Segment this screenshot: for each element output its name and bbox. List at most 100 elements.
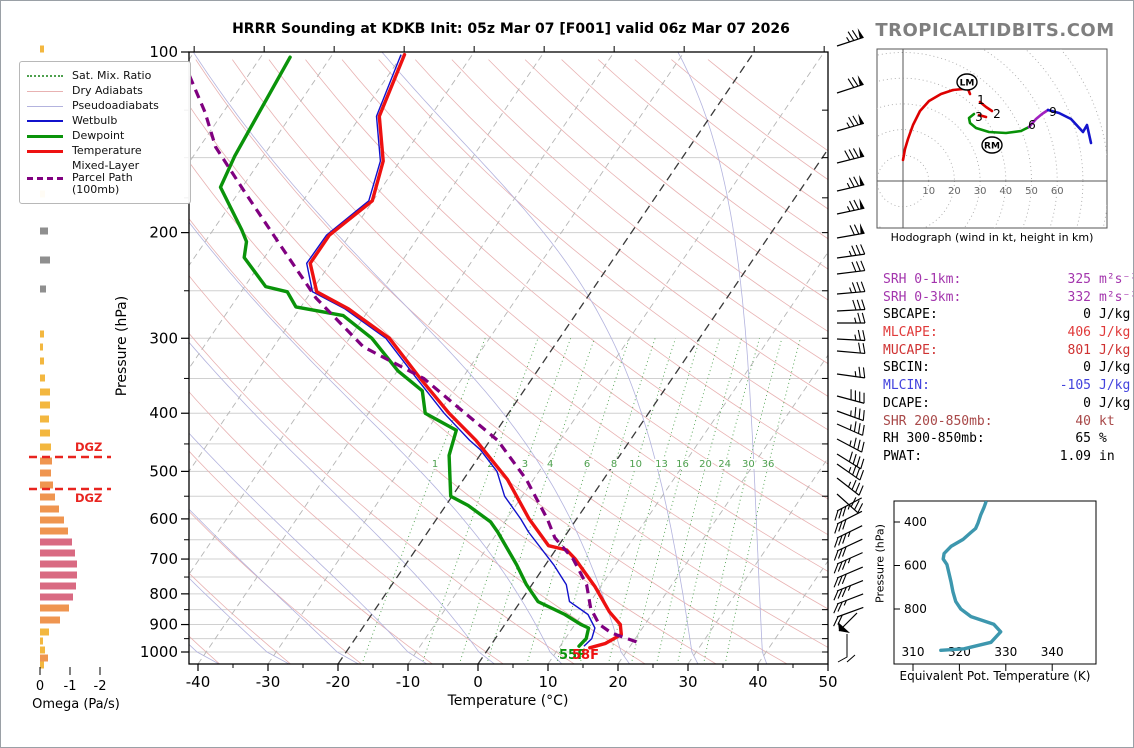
- stat-value: 0: [1083, 395, 1091, 411]
- stat-row-shr-200-850mb: SHR 200-850mb: 40 kt: [883, 413, 1133, 432]
- hodograph-caption: Hodograph (wind in kt, height in km): [890, 231, 1094, 244]
- stat-value: 1.09: [1059, 448, 1091, 464]
- stat-unit: J/kg: [1099, 307, 1131, 323]
- page-title: HRRR Sounding at KDKB Init: 05z Mar 07 […: [232, 21, 790, 37]
- svg-text:-40: -40: [186, 673, 211, 691]
- svg-text:50: 50: [1025, 186, 1038, 197]
- stat-row-mlcin: MLCIN: -105 J/kg: [883, 378, 1133, 396]
- svg-text:2: 2: [487, 459, 493, 470]
- svg-text:20: 20: [948, 186, 961, 197]
- svg-text:10: 10: [538, 673, 557, 691]
- svg-text:-20: -20: [326, 673, 351, 691]
- stat-label: SBCIN:: [883, 360, 930, 376]
- stat-unit: J/kg: [1099, 378, 1131, 394]
- svg-text:9: 9: [1049, 105, 1057, 119]
- svg-text:30: 30: [678, 673, 697, 691]
- svg-text:800: 800: [149, 585, 178, 603]
- legend-label: Dewpoint: [72, 129, 125, 142]
- stat-label: SHR 200-850mb:: [883, 413, 993, 429]
- svg-text:4: 4: [547, 459, 553, 470]
- theta-e-pressure-axis-label: Pressure (hPa): [873, 524, 887, 603]
- legend-label: Pseudoadiabats: [72, 99, 159, 112]
- svg-text:1: 1: [977, 93, 985, 107]
- svg-text:20: 20: [699, 459, 712, 470]
- stat-value: 0: [1083, 307, 1091, 323]
- svg-text:900: 900: [149, 616, 178, 634]
- legend-item-dryadiabat: Dry Adiabats: [27, 85, 183, 97]
- svg-text:-30: -30: [256, 673, 281, 691]
- svg-text:6: 6: [584, 459, 590, 470]
- stat-value: 325: [1067, 272, 1091, 287]
- svg-text:400: 400: [904, 515, 927, 529]
- svg-text:600: 600: [149, 510, 178, 528]
- legend-label: Sat. Mix. Ratio: [72, 69, 152, 82]
- surface-dewpoint-label: 55F: [559, 648, 586, 663]
- svg-text:300: 300: [149, 329, 178, 347]
- surface-temp-label: 58F: [572, 648, 599, 663]
- svg-text:1000: 1000: [140, 643, 178, 661]
- stat-row-mucape: MUCAPE: 801 J/kg: [883, 342, 1133, 361]
- stat-label: SBCAPE:: [883, 307, 938, 323]
- stat-unit: kt: [1099, 413, 1115, 429]
- svg-text:8: 8: [611, 459, 617, 470]
- wind-barbs: [833, 28, 866, 663]
- svg-text:6: 6: [1028, 118, 1036, 132]
- stat-label: DCAPE:: [883, 395, 930, 411]
- sounding-traces: [189, 52, 638, 650]
- svg-text:800: 800: [904, 602, 927, 616]
- legend-item-parcel: Mixed-Layer Parcel Path (100mb): [27, 160, 183, 196]
- stat-unit: J/kg: [1099, 360, 1131, 376]
- svg-text:0: 0: [36, 679, 44, 694]
- parcel-trace: [189, 70, 638, 644]
- wetbulb-line-sample: [27, 120, 63, 122]
- stat-value: 65: [1075, 431, 1091, 447]
- legend-item-temperature: Temperature: [27, 145, 183, 157]
- stat-unit: J/kg: [1099, 325, 1131, 341]
- svg-text:24: 24: [718, 459, 731, 470]
- legend-item-wetbulb: Wetbulb: [27, 115, 183, 127]
- svg-text:-10: -10: [396, 673, 421, 691]
- stat-row-rh-300-850mb: RH 300-850mb: 65%: [883, 431, 1133, 449]
- temperature-axis-label: Temperature (°C): [447, 693, 569, 709]
- stat-row-mlcape: MLCAPE: 406 J/kg: [883, 325, 1133, 343]
- svg-text:0: 0: [473, 673, 483, 691]
- stat-value: -105: [1059, 378, 1091, 394]
- stat-unit: in: [1099, 448, 1115, 464]
- site-logo: TROPICALTIDBITS.COM: [875, 20, 1115, 41]
- legend-item-pseudoadiabat: Pseudoadiabats: [27, 100, 183, 112]
- legend-item-dewpoint: Dewpoint: [27, 130, 183, 142]
- svg-text:50: 50: [818, 673, 837, 691]
- svg-text:20: 20: [608, 673, 627, 691]
- svg-text:10: 10: [629, 459, 642, 470]
- mixratio-line-sample: [27, 75, 63, 77]
- hodograph-panel: 10 20 30 40 50 60 123 69 LM RM: [876, 48, 1108, 229]
- svg-text:700: 700: [149, 550, 178, 568]
- svg-text:2: 2: [993, 107, 1001, 121]
- stat-row-sbcape: SBCAPE: 0 J/kg: [883, 307, 1133, 325]
- theta-e-curve: [939, 501, 1003, 652]
- stat-unit: m²s⁻²: [1099, 272, 1133, 287]
- legend-label: Mixed-Layer Parcel Path (100mb): [72, 159, 140, 196]
- temperature-line-sample: [27, 149, 63, 153]
- stat-value: 40: [1075, 413, 1091, 429]
- stat-unit: J/kg: [1099, 342, 1131, 358]
- dgz-label-upper: DGZ: [75, 440, 102, 454]
- svg-text:200: 200: [149, 224, 178, 242]
- stat-label: MUCAPE:: [883, 342, 938, 358]
- svg-text:36: 36: [762, 459, 775, 470]
- stat-row-sbcin: SBCIN: 0 J/kg: [883, 360, 1133, 378]
- svg-text:1: 1: [432, 459, 438, 470]
- dryadiabat-line-sample: [27, 90, 63, 92]
- svg-text:340: 340: [1041, 645, 1064, 659]
- svg-text:500: 500: [149, 462, 178, 480]
- svg-text:310: 310: [902, 645, 925, 659]
- stat-value: 801: [1067, 342, 1091, 358]
- parcel-line-sample: [27, 176, 63, 180]
- stat-value: 406: [1067, 325, 1091, 341]
- stat-row-srh-0-1km: SRH 0-1km: 325 m²s⁻²: [883, 272, 1133, 290]
- stat-label: SRH 0-1km:: [883, 272, 962, 287]
- legend-label: Wetbulb: [72, 114, 118, 127]
- svg-text:30: 30: [742, 459, 755, 470]
